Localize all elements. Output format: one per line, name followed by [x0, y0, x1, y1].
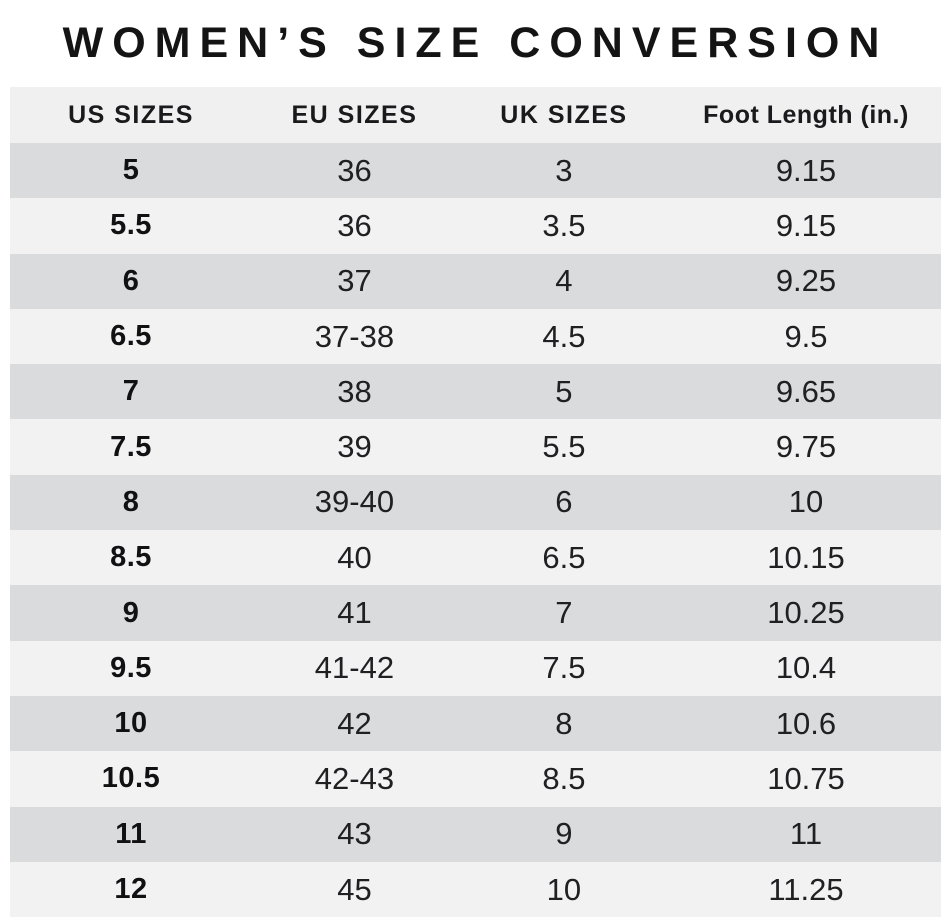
table-row: 8 39-40 6 10	[10, 474, 941, 531]
table-row: 10.5 42-43 8.5 10.75	[10, 751, 941, 807]
size-conversion-table: US SIZES EU SIZES UK SIZES Foot Length (…	[10, 87, 941, 917]
table-row: 9 41 7 10.25	[10, 585, 941, 641]
us-size-cell: 10	[114, 707, 148, 740]
foot-length-cell: 9.5	[784, 318, 828, 354]
table-row: 7.5 39 5.5 9.75	[10, 419, 941, 475]
foot-length-cell: 9.25	[775, 263, 837, 299]
uk-size-cell: 5	[555, 373, 573, 409]
us-size-cell: 8.5	[110, 541, 152, 574]
eu-size-cell: 37	[337, 263, 372, 299]
eu-size-cell: 40	[337, 539, 372, 575]
table-row: 12 45 10 11.25	[10, 861, 941, 917]
us-size-cell: 6.5	[110, 320, 152, 353]
us-size-cell: 7	[122, 375, 140, 408]
eu-size-cell: 38	[337, 373, 372, 409]
us-size-cell: 9.5	[110, 651, 152, 684]
foot-length-cell: 10.15	[767, 539, 845, 575]
foot-length-cell: 10.75	[767, 760, 845, 796]
header-row: US SIZES EU SIZES UK SIZES Foot Length (…	[10, 87, 941, 143]
foot-length-cell: 9.65	[775, 373, 837, 409]
uk-size-cell: 7	[555, 595, 573, 631]
foot-length-cell: 10	[788, 484, 824, 520]
column-header-uk-sizes: UK SIZES	[500, 100, 628, 129]
eu-size-cell: 41	[337, 595, 372, 631]
table-row: 10 42 8 10.6	[10, 695, 941, 752]
us-size-cell: 5	[122, 154, 140, 187]
table-row: 11 43 9 11	[10, 806, 941, 862]
column-header-foot-length: Foot Length (in.)	[703, 100, 909, 129]
foot-length-cell: 11	[789, 816, 823, 852]
column-header-eu-sizes: EU SIZES	[291, 100, 418, 129]
table-row: 5 36 3 9.15	[10, 143, 941, 199]
table-body: 5 36 3 9.15 5.5 36 3.5 9.15 6 37 4 9.25 6.5 37-38 4.5 9…	[10, 143, 941, 917]
eu-size-cell: 43	[337, 816, 372, 852]
uk-size-cell: 3.5	[542, 207, 586, 243]
foot-length-cell: 9.15	[775, 207, 837, 243]
eu-size-cell: 42	[337, 705, 372, 741]
uk-size-cell: 4	[555, 263, 573, 299]
table-row: 6 37 4 9.25	[10, 253, 941, 309]
uk-size-cell: 6	[555, 484, 573, 520]
eu-size-cell: 39	[337, 429, 372, 465]
page-title: WOMEN’S SIZE CONVERSION	[62, 19, 889, 67]
eu-size-cell: 36	[337, 207, 372, 243]
table-row: 7 38 5 9.65	[10, 364, 941, 420]
table-header: US SIZES EU SIZES UK SIZES Foot Length (…	[10, 87, 941, 143]
us-size-cell: 7.5	[110, 430, 152, 463]
foot-length-cell: 10.4	[775, 650, 837, 686]
title-bar: WOMEN’S SIZE CONVERSION	[0, 0, 951, 87]
table-row: 9.5 41-42 7.5 10.4	[10, 640, 941, 696]
table-row: 8.5 40 6.5 10.15	[10, 530, 941, 586]
uk-size-cell: 10	[546, 871, 582, 907]
foot-length-cell: 11.25	[768, 871, 844, 907]
us-size-cell: 8	[122, 485, 140, 518]
table-row: 5.5 36 3.5 9.15	[10, 198, 941, 254]
column-header-us-sizes: US SIZES	[68, 100, 194, 129]
uk-size-cell: 3	[555, 152, 573, 188]
foot-length-cell: 10.25	[767, 595, 845, 631]
us-size-cell: 10.5	[101, 762, 161, 795]
us-size-cell: 11	[115, 817, 147, 850]
us-size-cell: 5.5	[110, 209, 152, 242]
us-size-cell: 6	[122, 264, 140, 297]
eu-size-cell: 45	[337, 871, 372, 907]
eu-size-cell: 42-43	[314, 760, 395, 796]
uk-size-cell: 9	[555, 816, 573, 852]
uk-size-cell: 5.5	[542, 429, 586, 465]
uk-size-cell: 8.5	[542, 760, 586, 796]
us-size-cell: 12	[114, 873, 148, 905]
eu-size-cell: 36	[337, 152, 372, 188]
eu-size-cell: 39-40	[314, 484, 395, 520]
uk-size-cell: 4.5	[542, 318, 586, 354]
uk-size-cell: 8	[555, 705, 573, 741]
us-size-cell: 9	[122, 596, 140, 629]
table-row: 6.5 37-38 4.5 9.5	[10, 308, 941, 365]
eu-size-cell: 41-42	[314, 650, 395, 686]
foot-length-cell: 9.75	[775, 429, 837, 465]
eu-size-cell: 37-38	[314, 318, 395, 354]
uk-size-cell: 6.5	[542, 539, 586, 575]
uk-size-cell: 7.5	[542, 650, 586, 686]
foot-length-cell: 9.15	[775, 152, 837, 188]
foot-length-cell: 10.6	[775, 705, 837, 741]
